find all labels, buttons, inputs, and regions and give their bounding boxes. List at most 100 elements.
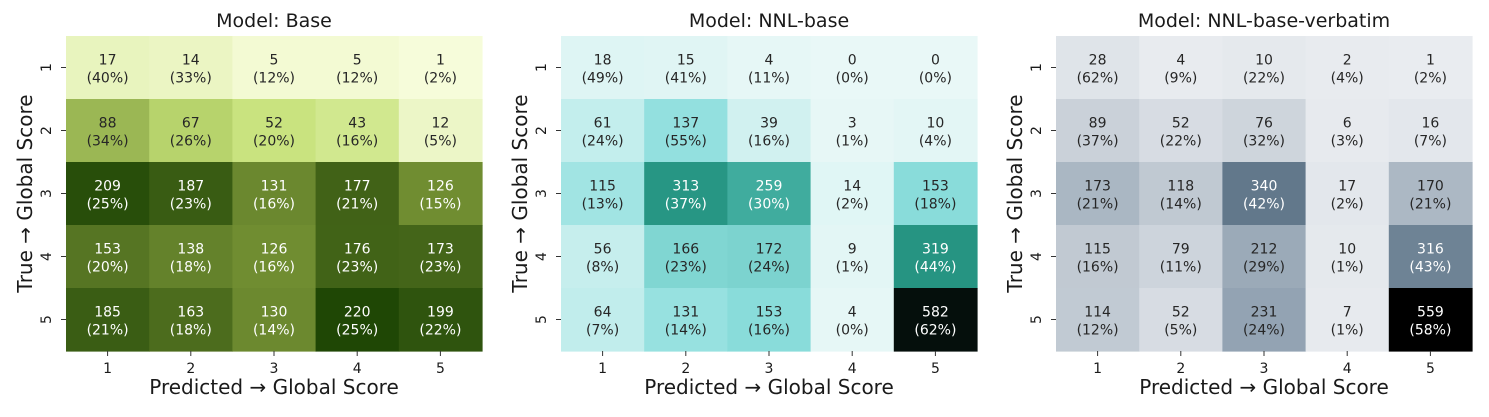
- cell-count-label: 131: [672, 305, 699, 321]
- cell-percent-label: (2%): [424, 71, 457, 87]
- cell-percent-label: (34%): [87, 134, 129, 150]
- cell-count-label: 115: [589, 179, 616, 195]
- cell-count-label: 220: [344, 305, 371, 321]
- cell-percent-label: (12%): [1077, 323, 1119, 339]
- cell-count-label: 52: [265, 116, 283, 132]
- cell-count-label: 153: [922, 179, 949, 195]
- cell-count-label: 1: [1426, 53, 1435, 69]
- cell-count-label: 18: [594, 53, 612, 69]
- chart-title: Model: NNL-base: [689, 10, 849, 32]
- cell-count-label: 16: [1421, 116, 1439, 132]
- cell-percent-label: (55%): [665, 134, 707, 150]
- cell-percent-label: (4%): [1331, 71, 1364, 87]
- cell-percent-label: (2%): [1414, 71, 1447, 87]
- cell-percent-label: (16%): [253, 260, 295, 276]
- cell-count-label: 15: [677, 53, 695, 69]
- y-tick-label: 1: [534, 63, 550, 72]
- x-axis-label: Predicted → Global Score: [1139, 375, 1389, 399]
- cell-percent-label: (18%): [170, 323, 212, 339]
- cell-count-label: 259: [756, 179, 783, 195]
- cell-count-label: 1: [436, 53, 445, 69]
- cell-percent-label: (21%): [336, 197, 378, 213]
- y-tick-label: 4: [1029, 252, 1045, 261]
- cell-percent-label: (33%): [170, 71, 212, 87]
- cell-count-label: 76: [1255, 116, 1273, 132]
- y-tick-label: 2: [39, 126, 55, 135]
- x-tick-label: 1: [598, 361, 607, 377]
- cell-count-label: 138: [177, 242, 204, 258]
- cell-percent-label: (1%): [836, 134, 869, 150]
- cell-count-label: 316: [1417, 242, 1444, 258]
- cell-percent-label: (24%): [748, 260, 790, 276]
- cell-percent-label: (21%): [1409, 197, 1451, 213]
- cell-count-label: 67: [182, 116, 200, 132]
- y-tick-label: 2: [1029, 126, 1045, 135]
- cell-count-label: 172: [756, 242, 783, 258]
- y-tick-label: 3: [39, 189, 55, 198]
- cell-percent-label: (3%): [1331, 134, 1364, 150]
- cell-count-label: 185: [94, 305, 121, 321]
- cell-percent-label: (23%): [665, 260, 707, 276]
- cell-count-label: 3: [848, 116, 857, 132]
- cell-percent-label: (49%): [582, 71, 624, 87]
- cell-percent-label: (18%): [914, 197, 956, 213]
- cell-percent-label: (20%): [87, 260, 129, 276]
- cell-percent-label: (0%): [836, 71, 869, 87]
- cell-percent-label: (0%): [836, 323, 869, 339]
- cell-percent-label: (12%): [336, 71, 378, 87]
- cell-count-label: 4: [765, 53, 774, 69]
- cell-count-label: 115: [1084, 242, 1111, 258]
- cell-count-label: 153: [94, 242, 121, 258]
- cell-count-label: 4: [1176, 53, 1185, 69]
- cell-percent-label: (14%): [253, 323, 295, 339]
- cell-percent-label: (16%): [748, 134, 790, 150]
- cell-count-label: 126: [261, 242, 288, 258]
- cell-count-label: 89: [1089, 116, 1107, 132]
- cell-count-label: 61: [594, 116, 612, 132]
- cell-percent-label: (37%): [1077, 134, 1119, 150]
- cell-count-label: 2: [1343, 53, 1352, 69]
- cell-count-label: 12: [431, 116, 449, 132]
- cell-count-label: 10: [1338, 242, 1356, 258]
- cell-count-label: 319: [922, 242, 949, 258]
- chart-title: Model: Base: [216, 10, 332, 32]
- cell-percent-label: (25%): [87, 197, 129, 213]
- cell-count-label: 173: [427, 242, 454, 258]
- y-tick-label: 1: [1029, 63, 1045, 72]
- y-tick-label: 1: [39, 63, 55, 72]
- cell-percent-label: (24%): [582, 134, 624, 150]
- cell-percent-label: (37%): [665, 197, 707, 213]
- cell-count-label: 0: [931, 53, 940, 69]
- cell-percent-label: (1%): [836, 260, 869, 276]
- cell-percent-label: (40%): [87, 71, 129, 87]
- cell-count-label: 177: [344, 179, 371, 195]
- cell-percent-label: (25%): [336, 323, 378, 339]
- cell-percent-label: (7%): [1414, 134, 1447, 150]
- cell-count-label: 131: [261, 179, 288, 195]
- cell-percent-label: (7%): [586, 323, 619, 339]
- cell-percent-label: (13%): [582, 197, 624, 213]
- cell-percent-label: (23%): [170, 197, 212, 213]
- cell-percent-label: (9%): [1164, 71, 1197, 87]
- y-tick-label: 4: [39, 252, 55, 261]
- cell-percent-label: (2%): [1331, 197, 1364, 213]
- y-axis-label: True → Global Score: [508, 94, 532, 293]
- cell-count-label: 7: [1343, 305, 1352, 321]
- cell-count-label: 126: [427, 179, 454, 195]
- cell-count-label: 14: [182, 53, 200, 69]
- heatmap-panel-2: 18(49%)15(41%)4(11%)0(0%)0(0%)61(24%)137…: [508, 10, 978, 399]
- cell-percent-label: (43%): [1409, 260, 1451, 276]
- cell-percent-label: (32%): [1243, 134, 1285, 150]
- y-axis-label: True → Global Score: [13, 94, 37, 293]
- cell-count-label: 17: [1338, 179, 1356, 195]
- cell-count-label: 559: [1417, 305, 1444, 321]
- cell-percent-label: (62%): [1077, 71, 1119, 87]
- x-tick-label: 1: [1093, 361, 1102, 377]
- cell-percent-label: (11%): [748, 71, 790, 87]
- cell-count-label: 17: [99, 53, 117, 69]
- cell-percent-label: (41%): [665, 71, 707, 87]
- cell-count-label: 10: [926, 116, 944, 132]
- chart-title: Model: NNL-base-verbatim: [1138, 10, 1390, 32]
- x-tick-label: 1: [103, 361, 112, 377]
- cell-percent-label: (4%): [919, 134, 952, 150]
